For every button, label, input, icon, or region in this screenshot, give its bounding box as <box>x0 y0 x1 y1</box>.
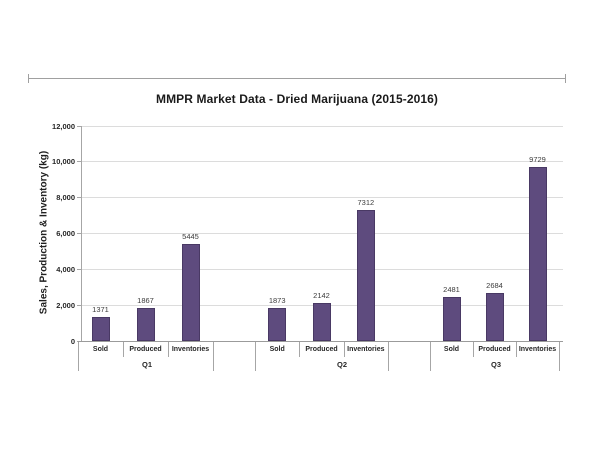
bar <box>356 210 375 342</box>
top-divider-left-cap <box>28 74 29 83</box>
bar-value-label: 1867 <box>137 295 154 305</box>
y-tick-label: 12,000 <box>52 121 75 131</box>
y-axis-line <box>81 126 82 342</box>
y-axis-tick <box>77 161 81 163</box>
bar-value-label: 5445 <box>182 231 199 241</box>
y-axis-tick <box>77 233 81 235</box>
y-tick-label: 4,000 <box>56 265 75 275</box>
bar-value-label: 2481 <box>443 284 460 294</box>
bar <box>91 316 110 342</box>
group-box-separator <box>255 341 256 371</box>
y-axis-tick <box>77 305 81 307</box>
gridline <box>81 233 563 235</box>
y-tick-label: 0 <box>70 337 75 346</box>
bar <box>312 303 331 342</box>
bar <box>136 307 155 342</box>
category-separator <box>123 341 124 357</box>
group-label: Q2 <box>336 360 347 369</box>
gridline <box>81 125 563 127</box>
bar <box>442 296 461 342</box>
category-label: Inventories <box>518 346 557 353</box>
gridline <box>81 269 563 271</box>
gridline <box>81 197 563 199</box>
y-tick-label: 2,000 <box>56 301 75 311</box>
bar-value-label: 1873 <box>268 295 286 305</box>
y-axis-tick <box>77 269 81 271</box>
category-label: Inventories <box>347 346 385 353</box>
y-tick-label: 10,000 <box>52 157 75 167</box>
group-box-separator <box>213 341 214 371</box>
group-box-separator <box>559 341 560 371</box>
group-label: Q1 <box>141 360 152 369</box>
bar-value-label: 9729 <box>529 154 546 164</box>
group-label: Q3 <box>490 360 501 369</box>
category-label: Produced <box>129 346 162 353</box>
category-separator <box>516 341 517 357</box>
category-label: Produced <box>478 346 511 353</box>
category-label: Sold <box>92 346 109 353</box>
y-tick-label: 6,000 <box>56 229 75 239</box>
chart-title: MMPR Market Data - Dried Marijuana (2015… <box>155 92 439 106</box>
y-axis-tick <box>77 125 81 127</box>
category-label: Sold <box>443 346 460 353</box>
bar-value-label: 2142 <box>313 291 330 301</box>
top-divider-line <box>28 78 566 79</box>
group-box-separator <box>78 341 79 371</box>
category-label: Produced <box>305 346 338 353</box>
y-tick-label: 8,000 <box>56 193 75 203</box>
y-axis-tick <box>77 197 81 199</box>
category-separator <box>168 341 169 357</box>
bar-value-label: 1371 <box>92 304 109 314</box>
group-box-separator <box>430 341 431 371</box>
x-axis-line <box>78 341 563 342</box>
bar-value-label: 2684 <box>486 281 503 291</box>
top-divider-right-cap <box>565 74 566 83</box>
gridline <box>81 161 563 163</box>
category-label: Inventories <box>171 346 210 353</box>
bar-value-label: 7312 <box>357 198 375 208</box>
bar <box>268 307 287 342</box>
bar <box>528 166 547 342</box>
group-box-separator <box>388 341 389 371</box>
bar <box>181 243 200 342</box>
category-separator <box>299 341 301 357</box>
category-label: Sold <box>269 346 285 353</box>
category-separator <box>473 341 474 357</box>
category-separator <box>343 341 345 357</box>
bar <box>485 293 504 342</box>
